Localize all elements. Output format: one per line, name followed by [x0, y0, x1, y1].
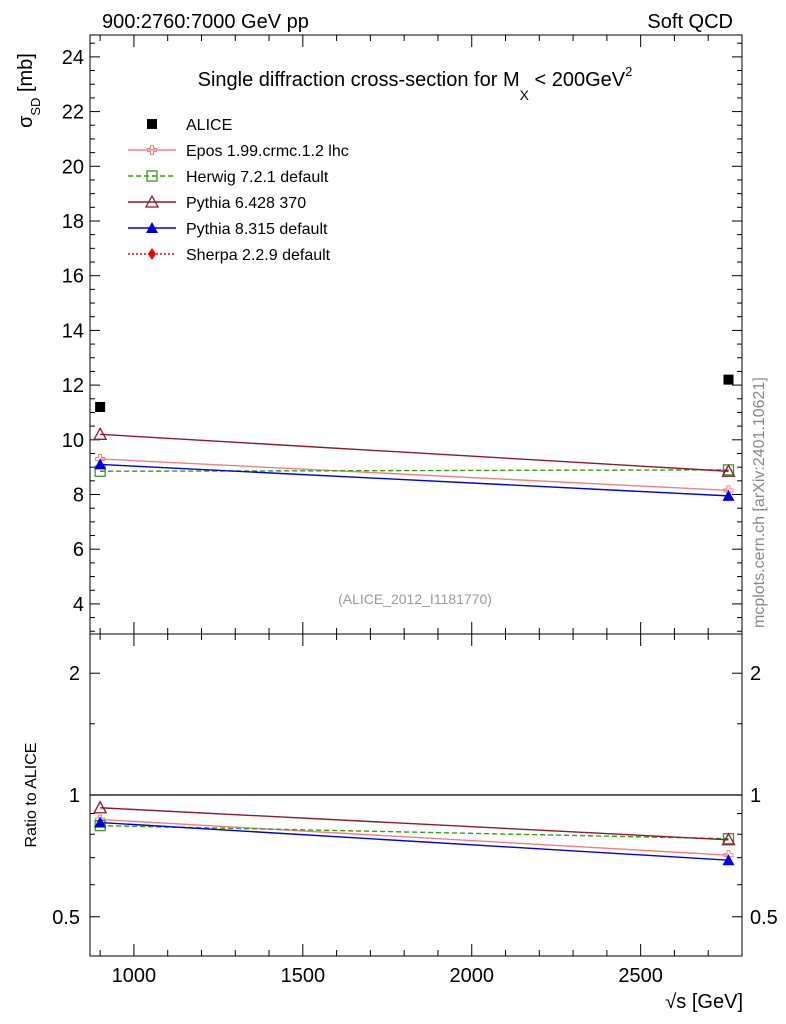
- marker-shape: [722, 854, 735, 866]
- legend-entry: Pythia 6.428 370: [128, 194, 306, 212]
- analysis-label: (ALICE_2012_I1181770): [338, 591, 492, 607]
- title-subscript: X: [520, 87, 530, 103]
- y-tick-label: 8: [73, 485, 84, 507]
- marker-shape: [93, 426, 108, 440]
- series-line: [100, 821, 729, 861]
- legend-marker: [146, 222, 158, 233]
- y-tick-label: 6: [73, 539, 84, 561]
- marker-shape: [144, 194, 160, 208]
- ratio-series-pythia-8-315-default: [94, 816, 735, 866]
- watermark: mcplots.cern.ch [arXiv:2401.10621]: [751, 377, 768, 628]
- legend-entry: Epos 1.99.crmc.1.2 lhc: [128, 143, 349, 160]
- data-point: [93, 426, 108, 440]
- legend-label: Herwig 7.2.1 default: [186, 169, 329, 186]
- ratio-series-pythia-6-428-370: [93, 800, 736, 846]
- top-series-pythia-6-428-370: [93, 426, 736, 477]
- series-line: [100, 458, 729, 492]
- top-series-epos-1-99-crmc-1-2-lhc: [95, 453, 734, 496]
- legend-label: Pythia 8.315 default: [186, 221, 328, 238]
- data-point: [722, 854, 735, 866]
- y-tick-label: 16: [62, 266, 84, 288]
- marker-shape: [146, 170, 158, 182]
- legend-entry: Herwig 7.2.1 default: [128, 169, 329, 186]
- data-point: [94, 458, 107, 470]
- y-tick-label: 4: [73, 594, 84, 616]
- series-line: [100, 469, 729, 472]
- ratio-y-tick-label: 2: [69, 663, 80, 685]
- ratio-y-tick-label-right: 0.5: [750, 907, 778, 929]
- y-tick-label: 22: [62, 102, 84, 124]
- ylabel-subscript: SD: [28, 98, 43, 116]
- y-tick-label: 10: [62, 430, 84, 452]
- y-tick-label: 24: [62, 47, 84, 69]
- legend-marker: [148, 248, 156, 260]
- series-line: [100, 807, 729, 841]
- legend-marker: [146, 170, 158, 182]
- top-series-pythia-8-315-default: [94, 458, 735, 501]
- legend-label: Epos 1.99.crmc.1.2 lhc: [186, 143, 349, 160]
- data-point: [95, 401, 106, 412]
- y-tick-label: 18: [62, 211, 84, 233]
- data-point: [723, 374, 734, 385]
- header-left: 900:2760:7000 GeV pp: [102, 11, 309, 33]
- legend-marker: [144, 194, 160, 208]
- legend-entry: Sherpa 2.2.9 default: [128, 247, 331, 264]
- marker-shape: [723, 374, 734, 385]
- ratio-y-tick-label-right: 1: [750, 785, 761, 807]
- data-point: [722, 489, 735, 501]
- marker-shape: [148, 248, 156, 260]
- data-point: [721, 832, 736, 846]
- legend-label: Pythia 6.428 370: [186, 195, 306, 212]
- y-tick-label: 20: [62, 156, 84, 178]
- data-point: [721, 463, 736, 477]
- marker-shape: [94, 458, 107, 470]
- marker-shape: [95, 401, 106, 412]
- x-tick-label: 2500: [618, 965, 663, 987]
- data-point: [94, 816, 107, 828]
- ratio-y-tick-label: 0.5: [52, 907, 80, 929]
- marker-shape: [146, 222, 158, 233]
- legend-label: Sherpa 2.2.9 default: [186, 247, 331, 264]
- series-line: [100, 824, 729, 840]
- marker-shape: [94, 816, 107, 828]
- legend-entry: ALICE: [147, 117, 232, 134]
- title-middle: < 200GeV: [529, 69, 626, 91]
- marker-shape: [721, 463, 736, 477]
- series-line: [100, 818, 729, 856]
- marker-shape: [93, 800, 108, 814]
- header-right: Soft QCD: [647, 11, 733, 33]
- main-title: Single diffraction cross-section for MX …: [198, 64, 633, 103]
- marker-shape: [147, 145, 157, 155]
- title-superscript: 2: [625, 64, 632, 79]
- ylabel-suffix: [mb]: [15, 53, 37, 97]
- x-tick-label: 2000: [449, 965, 494, 987]
- y-tick-label: 14: [62, 320, 84, 342]
- top-series-alice: [95, 374, 734, 412]
- legend-entry: Pythia 8.315 default: [128, 221, 328, 238]
- x-tick-label: 1500: [281, 965, 326, 987]
- top-ylabel: σSD [mb]: [15, 53, 43, 128]
- ratio-ylabel: Ratio to ALICE: [23, 743, 40, 848]
- legend-marker: [147, 145, 157, 155]
- legend-label: ALICE: [186, 117, 232, 134]
- series-line: [100, 433, 729, 472]
- marker-shape: [721, 832, 736, 846]
- x-tick-label: 1000: [112, 965, 157, 987]
- data-point: [93, 800, 108, 814]
- ratio-y-tick-label-right: 2: [750, 663, 761, 685]
- marker-shape: [722, 489, 735, 501]
- title-prefix: Single diffraction cross-section for M: [198, 69, 520, 91]
- ylabel-main: σ: [15, 115, 37, 128]
- ratio-y-tick-label: 1: [69, 785, 80, 807]
- y-tick-label: 12: [62, 375, 84, 397]
- series-line: [100, 463, 729, 497]
- xlabel: √s [GeV]: [665, 991, 743, 1013]
- legend-marker: [147, 119, 157, 129]
- marker-shape: [147, 119, 157, 129]
